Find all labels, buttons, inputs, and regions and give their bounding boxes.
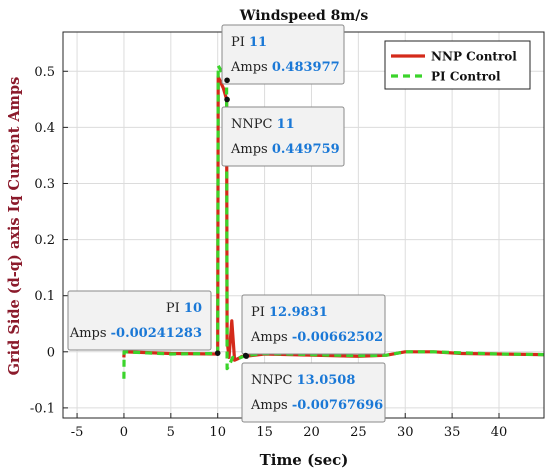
data-tip-text: Amps -0.00767696 [250,398,383,413]
data-tip-label: Amps [250,330,292,345]
data-tip-value: 10 [184,301,202,316]
data-tip-label: PI [251,305,269,320]
data-tips: PI 11 Amps 0.483977 NNPC 11 Amps 0.449759 PI… [67,24,386,423]
y-tick-label: -0.1 [30,401,55,416]
data-tip-label: PI [166,301,184,316]
data-tip: PI 12.9831 Amps -0.00662502 [241,294,386,359]
data-tip-label: Amps [250,398,292,413]
data-tip-text: PI 11 [231,35,267,50]
x-tick-label: 30 [397,425,414,440]
data-tip-value: -0.00767696 [292,398,383,413]
data-tip-value: -0.00662502 [292,330,383,345]
data-tip-box [241,362,386,423]
axis-ticks: -5 0 5 10 15 20 25 30 35 40 -0.1 0 0.1 0.2 0.3 0.4 0.5 [30,65,507,440]
x-tick-label: 15 [256,425,273,440]
data-tip-label: Amps [69,326,111,341]
x-tick-label: -5 [71,425,84,440]
plot-frame [62,31,545,419]
data-tip-value: 0.483977 [272,60,340,75]
x-tick-label: 35 [444,425,461,440]
data-tip-text: NNPC 11 [231,117,295,132]
data-tip-value: 12.9831 [269,305,328,320]
legend-label: NNP Control [431,50,517,64]
data-tip: NNPC 11 Amps 0.449759 [221,96,345,167]
x-axis-label: Time (sec) [260,451,349,469]
data-tip-box [221,106,345,167]
data-tip-label: Amps [230,60,272,75]
data-tip-text: Amps -0.00662502 [250,330,383,345]
data-tip-value: 13.0508 [297,373,356,388]
data-tip-label: NNPC [251,373,297,388]
x-tick-label: 40 [491,425,508,440]
data-tip-marker [243,353,250,359]
data-tip-marker [224,96,230,103]
y-tick-label: 0.3 [34,177,55,192]
grid-lines [63,32,544,418]
x-tick-label: 0 [120,425,128,440]
x-tick-label: 10 [209,425,226,440]
data-tip-text: Amps -0.00241283 [69,326,202,341]
legend-box [384,40,531,90]
data-tip: NNPC 13.0508 Amps -0.00767696 [241,353,386,423]
data-tip-label: Amps [230,142,272,157]
legend-label: PI Control [431,70,501,84]
data-tip: PI 10 Amps -0.00241283 [67,290,221,356]
y-tick-label: 0.2 [34,233,55,248]
data-tip-text: NNPC 13.0508 [251,373,355,388]
y-tick-label: 0 [47,345,55,360]
chart-title: Windspeed 8m/s [239,8,369,24]
data-tip-text: Amps 0.483977 [230,60,340,75]
data-tip-value: 0.449759 [272,142,340,157]
data-tip-text: Amps 0.449759 [230,142,340,157]
data-tip-text: PI 12.9831 [251,305,328,320]
data-tip-label: NNPC [231,117,277,132]
data-tip-label: PI [231,35,249,50]
x-tick-label: 5 [167,425,175,440]
data-tip-box [67,290,212,351]
legend: NNP Control PI Control [384,40,531,90]
data-tip-value: 11 [249,35,267,50]
data-tip-text: PI 10 [166,301,202,316]
y-tick-label: 0.5 [34,65,55,80]
data-tip-marker [214,350,221,356]
x-tick-label: 25 [350,425,367,440]
data-tip-value: 11 [277,117,295,132]
y-axis-label: Grid Side (d-q) axis Iq Current Amps [6,77,23,376]
data-tip-box [221,24,345,85]
x-tick-label: 20 [303,425,320,440]
data-tip: PI 11 Amps 0.483977 [221,24,345,85]
data-tip-marker [224,77,230,84]
data-tip-box [241,294,386,355]
y-tick-label: 0.1 [34,289,55,304]
y-tick-label: 0.4 [34,121,55,136]
data-tip-value: -0.00241283 [111,326,202,341]
